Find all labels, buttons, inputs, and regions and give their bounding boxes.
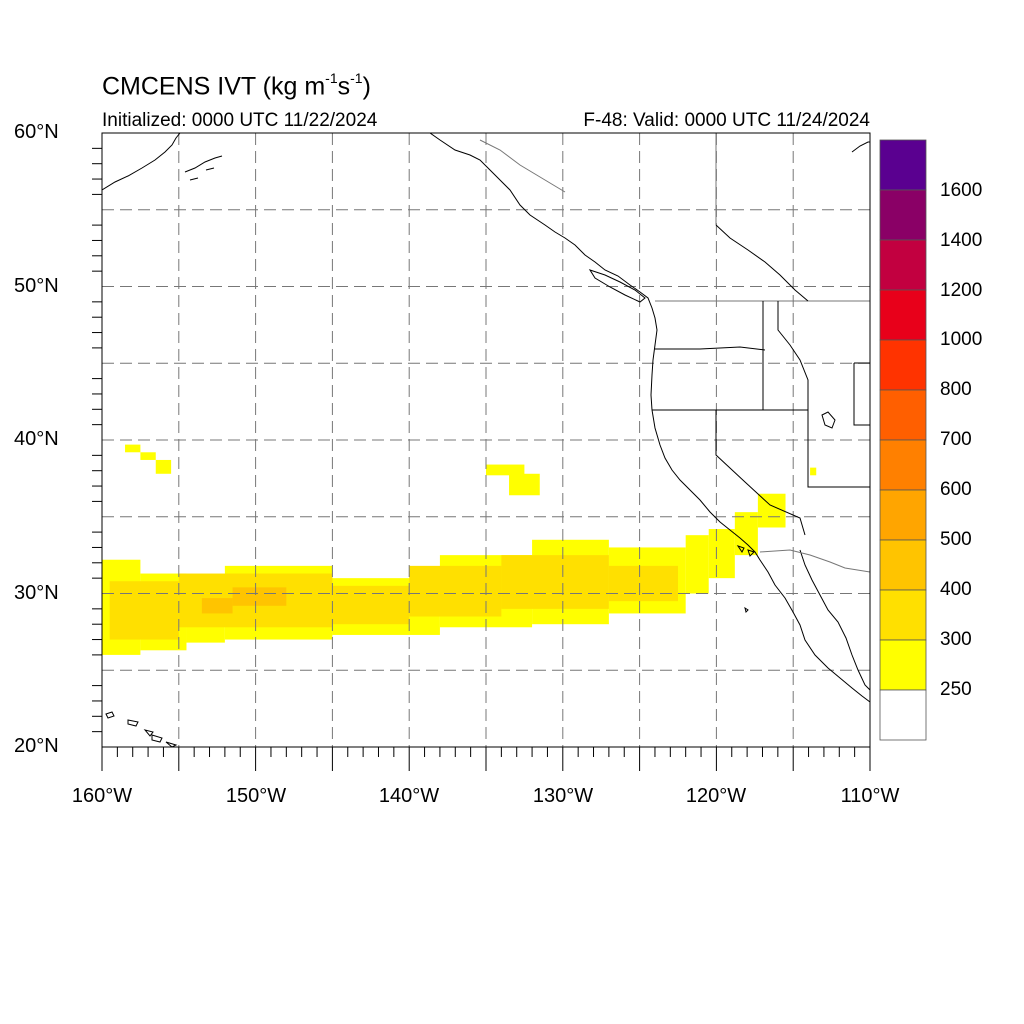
- colorbar-swatch-7: [879, 489, 927, 541]
- rockies-coast-line: [715, 224, 809, 302]
- utah-border: [853, 362, 870, 426]
- lon-label-160w: 160°W: [71, 785, 133, 807]
- ivt-region-400-25: [201, 598, 233, 614]
- ivt-region-300-18: [109, 581, 179, 640]
- colorbar-swatch-11: [879, 689, 927, 741]
- hawaii-islands: [105, 711, 178, 747]
- colorbar-label-600: 600: [940, 479, 972, 500]
- ivt-region-300-20: [332, 585, 410, 625]
- vancouver-island: [588, 269, 646, 303]
- alaska-coastline: [102, 133, 181, 191]
- colorbar-swatch-8: [879, 539, 927, 591]
- ivt-region-250-8: [685, 535, 709, 594]
- valid-time: F-48: Valid: 0000 UTC 11/24/2024: [583, 110, 870, 131]
- lat-label-20n: 20°N: [14, 735, 59, 757]
- ivt-region-250-10: [734, 512, 758, 556]
- alaska-islands: [184, 155, 223, 181]
- lon-label-120w: 120°W: [685, 785, 747, 807]
- north-america-coastline: [429, 133, 870, 703]
- ivt-region-300-23: [608, 565, 678, 602]
- initialized-time: Initialized: 0000 UTC 11/22/2024: [102, 110, 378, 131]
- northeast-coast-fragment: [851, 141, 870, 153]
- ivt-region-250-12: [125, 444, 141, 453]
- ivt-shading: [102, 444, 817, 655]
- colorbar-label-400: 400: [940, 579, 972, 600]
- idaho-border: [762, 301, 809, 410]
- lat-label-40n: 40°N: [14, 428, 59, 450]
- colorbar-label-700: 700: [940, 429, 972, 450]
- gulf-of-california-coast: [799, 549, 870, 691]
- axis-ticks: [92, 147, 871, 771]
- washington-oregon-border: [655, 346, 766, 351]
- colorbar: [879, 139, 927, 741]
- ivt-region-250-15: [486, 464, 525, 476]
- lat-lon-gridlines: [102, 133, 870, 747]
- map-title: CMCENS IVT (kg m-1s-1): [102, 70, 371, 101]
- lon-label-110w: 110°W: [840, 785, 900, 807]
- mexico-border: [759, 549, 870, 573]
- colorbar-label-800: 800: [940, 379, 972, 400]
- colorbar-swatch-2: [879, 239, 927, 291]
- california-nevada-border: [715, 410, 806, 536]
- ivt-region-400-24: [232, 587, 287, 606]
- colorbar-swatch-3: [879, 289, 927, 341]
- great-salt-lake: [821, 411, 836, 429]
- colorbar-swatch-5: [879, 389, 927, 441]
- lon-label-140w: 140°W: [378, 785, 440, 807]
- canada-interior-border: [479, 133, 717, 225]
- colorbar-label-300: 300: [940, 629, 972, 650]
- channel-islands: [736, 545, 755, 613]
- ivt-region-250-17: [810, 467, 817, 476]
- nevada-utah-border: [807, 410, 870, 488]
- colorbar-label-1600: 1600: [940, 180, 983, 201]
- colorbar-swatch-1: [879, 189, 927, 241]
- colorbar-swatch-0: [879, 139, 927, 191]
- lat-label-60n: 60°N: [14, 121, 59, 143]
- ivt-region-300-22: [501, 555, 609, 609]
- colorbar-label-1200: 1200: [940, 280, 983, 301]
- colorbar-swatch-4: [879, 339, 927, 391]
- colorbar-swatch-6: [879, 439, 927, 491]
- ivt-region-300-21: [409, 565, 502, 617]
- lat-label-50n: 50°N: [14, 275, 59, 297]
- lon-label-130w: 130°W: [532, 785, 594, 807]
- ivt-region-250-11: [757, 493, 786, 528]
- colorbar-label-1400: 1400: [940, 230, 983, 251]
- coastlines-and-borders: [102, 133, 870, 747]
- ivt-region-250-16: [509, 473, 540, 496]
- colorbar-label-1000: 1000: [940, 329, 983, 350]
- colorbar-label-500: 500: [940, 529, 972, 550]
- colorbar-swatch-9: [879, 589, 927, 641]
- colorbar-swatch-10: [879, 639, 927, 691]
- lon-label-150w: 150°W: [225, 785, 287, 807]
- ivt-region-250-13: [140, 452, 156, 460]
- lat-label-30n: 30°N: [14, 582, 59, 604]
- ivt-region-250-14: [155, 459, 172, 474]
- ivt-region-250-9: [708, 529, 735, 579]
- colorbar-label-250: 250: [940, 679, 972, 700]
